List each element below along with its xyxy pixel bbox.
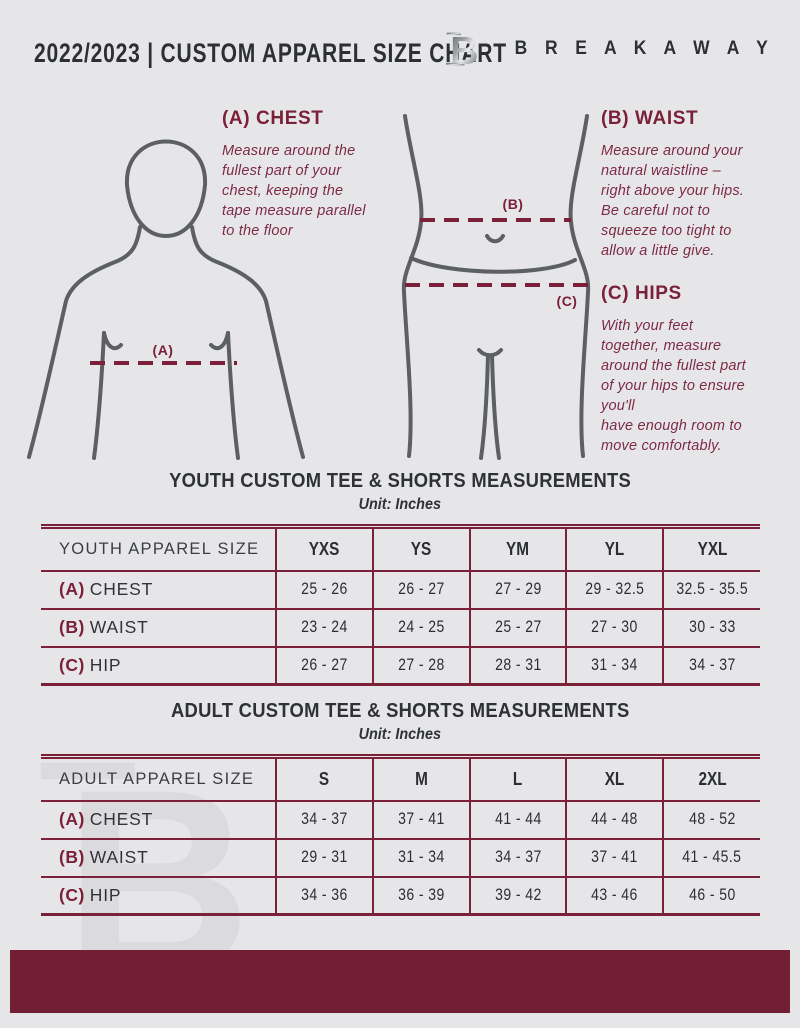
adult-table-unit: Unit: Inches (358, 726, 442, 743)
measurement-value-cell: 28 - 31 (468, 646, 567, 685)
youth-chest-row: (A) CHEST 25 - 26 26 - 27 27 - 29 29 - 32… (41, 570, 760, 609)
measurement-row-label: (C) HIP (59, 654, 122, 675)
measurement-row-label: (A) CHEST (59, 809, 154, 829)
measurement-value-cell: 46 - 50 (662, 876, 760, 915)
chest-measurement-figure: (A) (27, 139, 305, 460)
adult-chest-row: (A) CHEST 34 - 37 37 - 41 41 - 44 44 - 48… (41, 800, 760, 839)
measurement-value-cell: 29 - 31 (275, 838, 373, 877)
footer-bar (10, 950, 790, 1013)
adult-header-row: ADULT APPAREL SIZE S M L XL 2XL (41, 756, 760, 801)
measurement-value-cell: 37 - 41 (565, 838, 664, 877)
waist-instruction: (B) WAIST Measure around your natural wa… (601, 108, 797, 261)
lower-body-outline (401, 114, 591, 460)
size-header-cell: YM (468, 526, 567, 571)
measurement-value-cell: 39 - 42 (468, 876, 567, 915)
waist-instruction-body: Measure around your natural waistline – … (601, 143, 745, 259)
chest-marker-label: (A) (153, 342, 174, 358)
measurement-value-cell: 36 - 39 (371, 876, 470, 915)
measurement-value-cell: 34 - 36 (275, 876, 373, 915)
torso-outline (27, 139, 305, 460)
measurement-value-cell: 32.5 - 35.5 (662, 570, 760, 609)
brand-logo: B B R E A K A W A Y (445, 26, 774, 72)
hips-instruction-heading: (C) HIPS (601, 283, 682, 304)
size-header-cell: YXL (662, 526, 760, 571)
size-header-cell: L (468, 756, 567, 801)
measurement-value-cell: 27 - 28 (371, 646, 470, 685)
measurement-value-cell: 31 - 34 (565, 646, 664, 685)
measurement-row-label: (C) HIP (59, 884, 122, 905)
measurement-row-label: (A) CHEST (59, 579, 154, 599)
hips-measurement-figure: (B) (C) (401, 114, 591, 460)
measurement-value-cell: 29 - 32.5 (565, 570, 664, 609)
page-title: 2022/2023 | CUSTOM APPAREL SIZE CHART (34, 38, 507, 68)
adult-hip-row: (C) HIP 34 - 36 36 - 39 39 - 42 43 - 46 4… (41, 876, 760, 915)
logo-letter: B (450, 30, 478, 72)
youth-waist-row: (B) WAIST 23 - 24 24 - 25 25 - 27 27 - 30… (41, 608, 760, 647)
waist-marker-label: (B) (503, 196, 524, 212)
measurement-value-cell: 31 - 34 (371, 838, 470, 877)
measurement-value-cell: 27 - 29 (468, 570, 567, 609)
brand-name: B R E A K A W A Y (514, 38, 774, 59)
youth-size-table: YOUTH APPAREL SIZE YXS YS YM YL YXL (A) C… (41, 524, 760, 686)
measurement-value-cell: 41 - 45.5 (662, 838, 760, 877)
hips-instruction: (C) HIPS With your feet together, measur… (601, 283, 797, 456)
measurement-value-cell: 48 - 52 (662, 800, 760, 839)
measurement-value-cell: 37 - 41 (371, 800, 470, 839)
size-header-cell: YL (565, 526, 664, 571)
adult-size-col-header: ADULT APPAREL SIZE (59, 769, 255, 788)
waist-instruction-heading: (B) WAIST (601, 108, 699, 129)
measurement-value-cell: 23 - 24 (275, 608, 373, 647)
size-header-cell: YS (371, 526, 470, 571)
breakaway-b-icon: B (445, 30, 478, 72)
measurement-row-label: (B) WAIST (59, 617, 149, 637)
measurement-value-cell: 41 - 44 (468, 800, 567, 839)
hips-instruction-body: With your feet together, measure around … (601, 318, 746, 454)
youth-header-row: YOUTH APPAREL SIZE YXS YS YM YL YXL (41, 526, 760, 571)
measurement-value-cell: 26 - 27 (275, 646, 373, 685)
measurement-value-cell: 26 - 27 (371, 570, 470, 609)
measurement-value-cell: 34 - 37 (468, 838, 567, 877)
youth-table-unit: Unit: Inches (358, 496, 442, 513)
measurement-value-cell: 30 - 33 (662, 608, 760, 647)
measurement-value-cell: 34 - 37 (275, 800, 373, 839)
chest-instruction-body: Measure around the fullest part of your … (222, 143, 366, 239)
size-header-cell: YXS (275, 526, 373, 571)
chest-instruction-heading: (A) CHEST (222, 108, 324, 129)
hip-marker-label: (C) (557, 293, 578, 309)
measurement-value-cell: 44 - 48 (565, 800, 664, 839)
adult-waist-row: (B) WAIST 29 - 31 31 - 34 34 - 37 37 - 41… (41, 838, 760, 877)
measurement-value-cell: 25 - 26 (275, 570, 373, 609)
youth-size-col-header: YOUTH APPAREL SIZE (59, 539, 260, 558)
size-header-cell: 2XL (662, 756, 760, 801)
measurement-row-label: (B) WAIST (59, 847, 149, 867)
chest-instruction: (A) CHEST Measure around the fullest par… (222, 108, 398, 241)
size-header-cell: XL (565, 756, 664, 801)
youth-hip-row: (C) HIP 26 - 27 27 - 28 28 - 31 31 - 34 3… (41, 646, 760, 685)
measurement-value-cell: 34 - 37 (662, 646, 760, 685)
measurement-value-cell: 27 - 30 (565, 608, 664, 647)
adult-table-title: ADULT CUSTOM TEE & SHORTS MEASUREMENTS (170, 700, 630, 722)
size-header-cell: S (275, 756, 373, 801)
adult-size-table: ADULT APPAREL SIZE S M L XL 2XL (A) CHEST… (41, 754, 760, 916)
youth-table-title: YOUTH CUSTOM TEE & SHORTS MEASUREMENTS (168, 470, 631, 492)
measurement-value-cell: 25 - 27 (468, 608, 567, 647)
measurement-value-cell: 43 - 46 (565, 876, 664, 915)
measurement-value-cell: 24 - 25 (371, 608, 470, 647)
size-header-cell: M (371, 756, 470, 801)
